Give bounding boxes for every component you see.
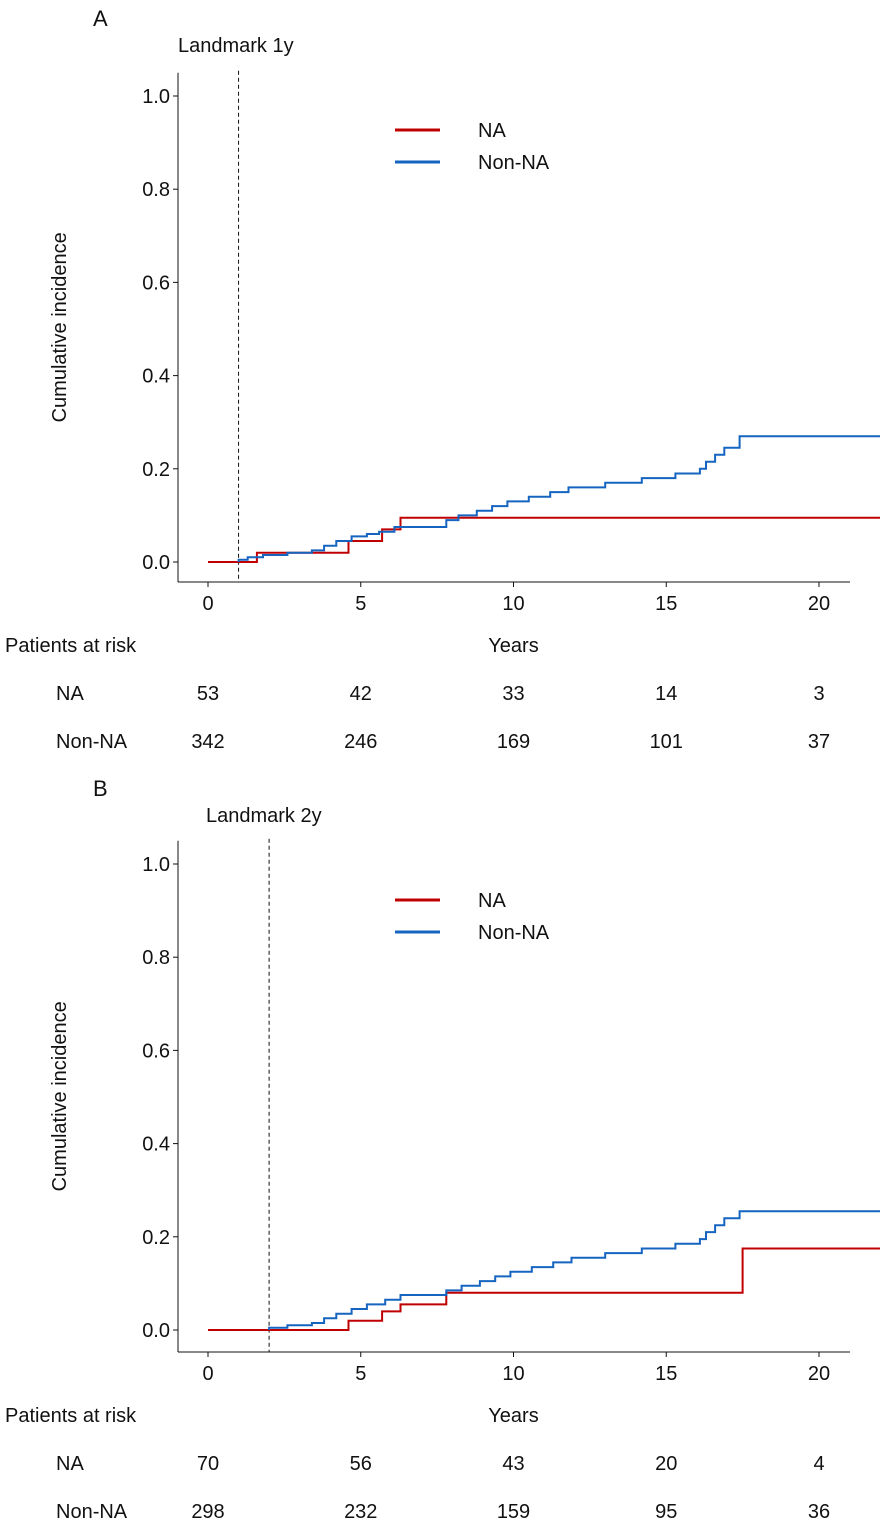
risk-value: 169 <box>497 731 530 753</box>
x-tick-label: 0 <box>202 593 213 615</box>
x-tick-label: 15 <box>655 593 677 615</box>
series-line-na <box>208 516 880 563</box>
risk-value: 56 <box>350 1453 372 1475</box>
y-tick-label: 0.0 <box>142 552 170 574</box>
y-tick-label: 0.0 <box>142 1320 170 1342</box>
series-line-na <box>208 1247 880 1331</box>
risk-row-label: NA <box>56 683 84 705</box>
risk-value: 101 <box>650 731 683 753</box>
series-line-non-na <box>268 1210 880 1330</box>
risk-row-label: NA <box>56 1453 84 1475</box>
legend-label: Non-NA <box>478 922 550 944</box>
y-tick-label: 0.6 <box>142 272 170 294</box>
risk-value: 14 <box>655 683 677 705</box>
risk-table-header: Patients at risk <box>5 1405 137 1427</box>
risk-value: 53 <box>197 683 219 705</box>
legend-label: NA <box>478 120 506 142</box>
y-tick-label: 0.8 <box>142 179 170 201</box>
risk-value: 95 <box>655 1501 677 1522</box>
risk-value: 298 <box>191 1501 224 1522</box>
y-axis-label: Cumulative incidence <box>49 232 71 422</box>
x-tick-label: 20 <box>808 1363 830 1385</box>
x-tick-label: 5 <box>355 1363 366 1385</box>
series-line-non-na <box>237 435 880 562</box>
risk-value: 20 <box>655 1453 677 1475</box>
risk-value: 159 <box>497 1501 530 1522</box>
risk-value: 3 <box>813 683 824 705</box>
x-tick-label: 10 <box>502 593 524 615</box>
risk-value: 33 <box>502 683 524 705</box>
risk-value: 342 <box>191 731 224 753</box>
y-tick-label: 0.8 <box>142 947 170 969</box>
chart-title: Landmark 1y <box>178 35 294 57</box>
x-tick-label: 0 <box>202 1363 213 1385</box>
y-tick-label: 0.2 <box>142 1227 170 1249</box>
legend-label: NA <box>478 890 506 912</box>
risk-value: 246 <box>344 731 377 753</box>
x-axis-label: Years <box>488 635 538 657</box>
panel-label: A <box>93 6 108 31</box>
x-tick-label: 20 <box>808 593 830 615</box>
risk-value: 37 <box>808 731 830 753</box>
chart-panel-b: B Landmark 2y 0.0 0.2 0.4 0.6 0.8 1.0 0 5 10 15 20 Cu… <box>5 776 880 1522</box>
risk-value: 4 <box>813 1453 824 1475</box>
risk-table-header: Patients at risk <box>5 635 137 657</box>
chart-panel-a: A Landmark 1y 0.0 0.2 0.4 0.6 0.8 1.0 0 5 10 15 20 Cu… <box>5 6 880 753</box>
y-tick-label: 1.0 <box>142 86 170 108</box>
y-tick-label: 1.0 <box>142 854 170 876</box>
risk-value: 232 <box>344 1501 377 1522</box>
panel-label: B <box>93 776 108 801</box>
risk-value: 70 <box>197 1453 219 1475</box>
risk-row-label: Non-NA <box>56 1501 128 1522</box>
x-tick-label: 10 <box>502 1363 524 1385</box>
y-axis-label: Cumulative incidence <box>49 1001 71 1191</box>
x-tick-label: 5 <box>355 593 366 615</box>
chart-title: Landmark 2y <box>206 805 322 827</box>
y-tick-label: 0.4 <box>142 366 170 388</box>
x-axis-label: Years <box>488 1405 538 1427</box>
risk-value: 42 <box>350 683 372 705</box>
risk-row-label: Non-NA <box>56 731 128 753</box>
y-tick-label: 0.2 <box>142 459 170 481</box>
risk-value: 36 <box>808 1501 830 1522</box>
x-tick-label: 15 <box>655 1363 677 1385</box>
risk-value: 43 <box>502 1453 524 1475</box>
y-tick-label: 0.6 <box>142 1040 170 1062</box>
legend-label: Non-NA <box>478 152 550 174</box>
y-tick-label: 0.4 <box>142 1134 170 1156</box>
